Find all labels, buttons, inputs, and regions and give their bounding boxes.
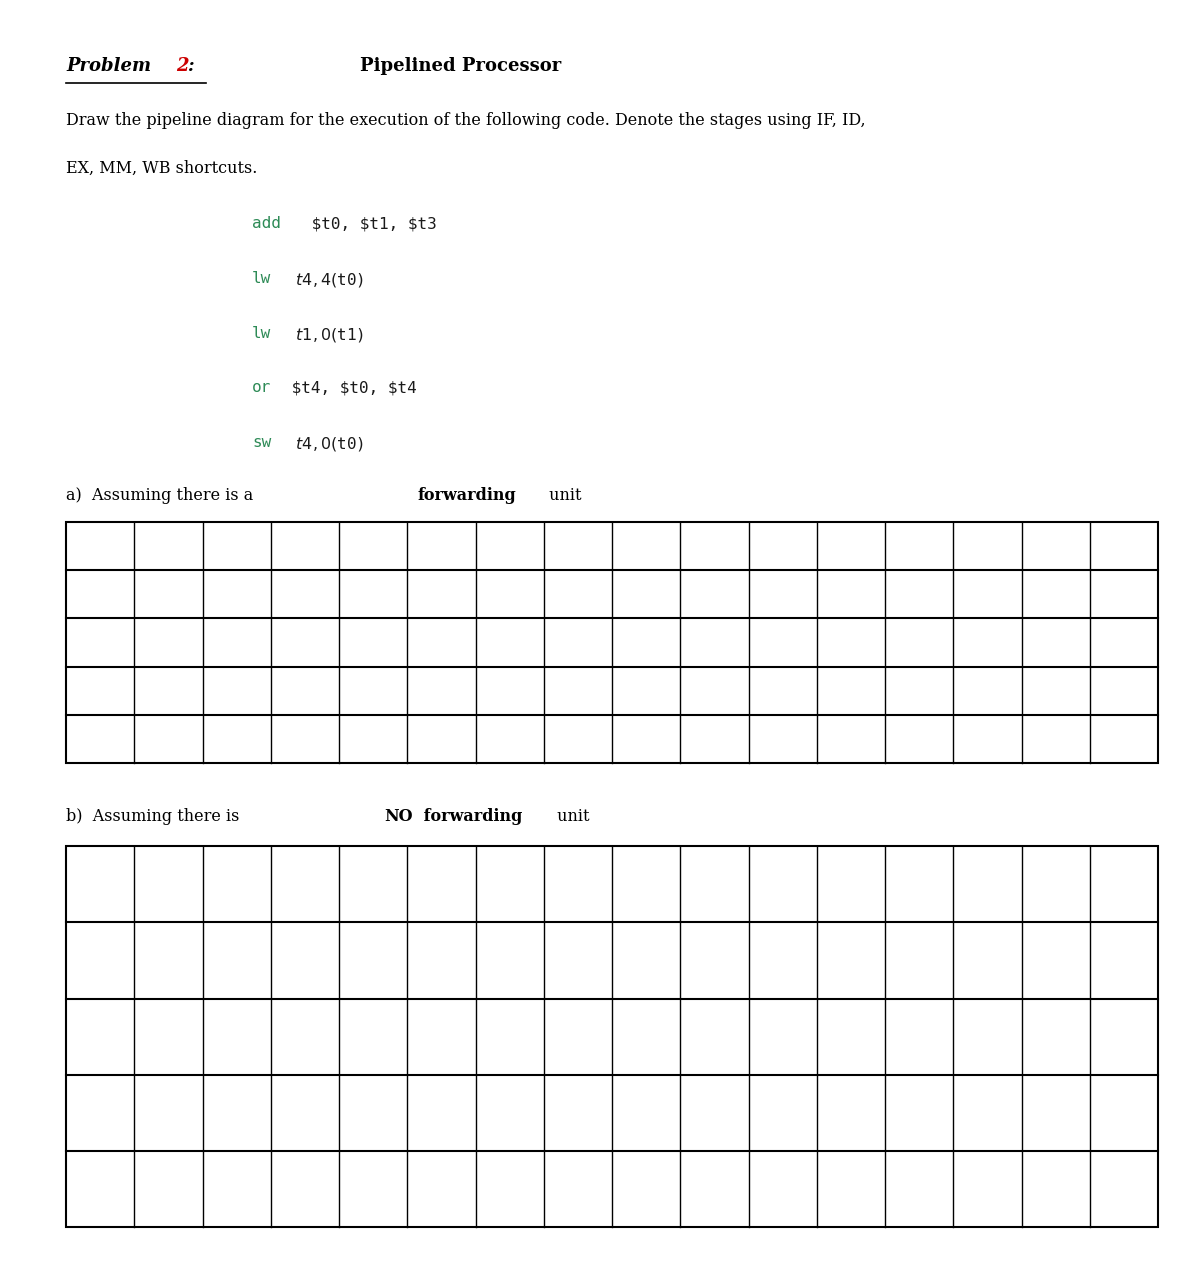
Text: Problem: Problem [66, 57, 157, 75]
Text: unit: unit [552, 808, 589, 824]
Text: Draw the pipeline diagram for the execution of the following code. Denote the st: Draw the pipeline diagram for the execut… [66, 112, 865, 128]
Text: $t1, 0($t1): $t1, 0($t1) [286, 326, 364, 343]
Text: Pipelined Processor: Pipelined Processor [360, 57, 562, 75]
Text: forwarding: forwarding [418, 487, 516, 504]
Text: sw: sw [252, 435, 271, 450]
Text: or: or [252, 380, 271, 396]
Text: $t4, 4($t0): $t4, 4($t0) [286, 271, 364, 289]
Text: :: : [187, 57, 194, 75]
Text: $t0, $t1, $t3: $t0, $t1, $t3 [302, 216, 437, 232]
Bar [66, 846, 1158, 1227]
Text: add: add [252, 216, 281, 232]
Text: 2: 2 [176, 57, 188, 75]
Text: $t4, 0 ($t0): $t4, 0 ($t0) [286, 435, 364, 453]
Bar [66, 522, 1158, 763]
Text: a)  Assuming there is a: a) Assuming there is a [66, 487, 258, 504]
Text: unit: unit [544, 487, 581, 504]
Text: lw: lw [252, 326, 271, 341]
Text: NO: NO [384, 808, 413, 824]
Text: EX, MM, WB shortcuts.: EX, MM, WB shortcuts. [66, 160, 257, 177]
Text: $t4, $t0, $t4: $t4, $t0, $t4 [282, 380, 416, 396]
Text: lw: lw [252, 271, 271, 286]
Text: b)  Assuming there is: b) Assuming there is [66, 808, 245, 824]
Text: forwarding: forwarding [418, 808, 522, 824]
